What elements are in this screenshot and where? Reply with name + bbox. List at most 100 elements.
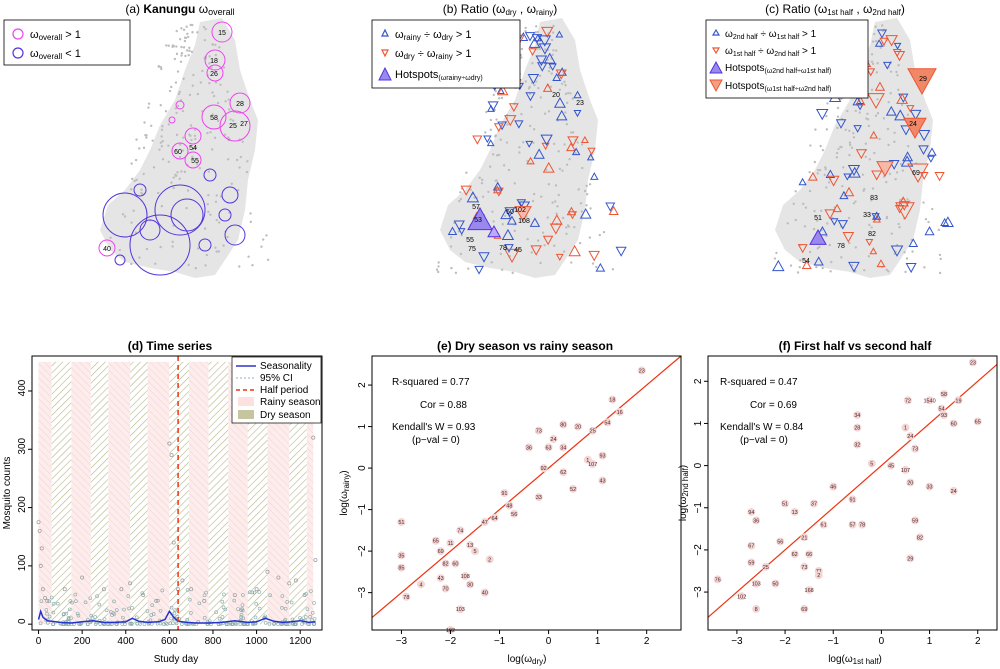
map-dot [524, 80, 527, 83]
count-point [202, 616, 207, 620]
data-point [771, 579, 780, 588]
map-dot [152, 166, 156, 169]
site-triangle [885, 105, 897, 116]
site-triangle [893, 42, 902, 50]
count-point [130, 606, 134, 610]
point-label: 62 [792, 552, 798, 558]
map-dot [830, 260, 833, 264]
map-dot [611, 268, 615, 271]
map-dot [251, 264, 254, 267]
data-point [436, 574, 445, 583]
map-dot [246, 160, 249, 163]
count-point [45, 598, 50, 603]
site-triangle [879, 37, 889, 46]
map-dot [231, 119, 235, 122]
map-dot [885, 268, 888, 271]
point-label: 33 [536, 495, 542, 501]
count-point [254, 587, 259, 592]
site-triangle [926, 155, 935, 163]
hotspot-triangle [876, 161, 894, 178]
map-dot [204, 27, 207, 31]
site-triangle [813, 256, 824, 266]
map-dot [550, 72, 553, 75]
count-point [51, 610, 56, 615]
site-triangle [538, 43, 552, 55]
count-point [169, 453, 174, 458]
map-dot [864, 155, 868, 159]
map-dot [186, 32, 189, 35]
map-dot [524, 26, 527, 30]
site-triangle [487, 101, 499, 112]
data-point [431, 536, 440, 545]
panel-a-title: (a) Kanungu ωoverall [125, 2, 234, 17]
map-region-a [100, 18, 258, 278]
data-point [598, 476, 607, 485]
count-point [313, 558, 318, 562]
map-dot [177, 92, 181, 96]
point-label: 64 [492, 516, 498, 522]
data-point [925, 482, 934, 491]
point-label: 36 [526, 445, 532, 451]
count-point [37, 528, 42, 533]
map-dot [873, 32, 876, 36]
count-point [97, 602, 102, 607]
site-triangle [514, 206, 532, 223]
map-dot [167, 144, 170, 147]
site-triangle [525, 92, 536, 102]
map-dot [492, 93, 495, 97]
y-tick-label: 1 [693, 420, 704, 426]
map-dot [815, 265, 818, 269]
map-dot [555, 49, 558, 52]
map-dot [143, 121, 146, 124]
site-triangle [865, 238, 874, 247]
legend-a-item-1: ωoverall > 1 [30, 29, 81, 42]
data-point [490, 513, 499, 522]
map-dot [208, 62, 211, 65]
count-point [239, 615, 243, 619]
count-point [47, 599, 51, 604]
map-dot [861, 173, 865, 176]
map-dot [178, 90, 181, 94]
site-triangle [552, 72, 562, 81]
map-dot [528, 85, 532, 89]
map-dot [140, 188, 143, 191]
map-dot [789, 264, 793, 267]
count-point [158, 608, 163, 613]
data-point [441, 584, 450, 593]
site-triangle [496, 86, 505, 94]
site-circle [203, 168, 217, 182]
map-dot [183, 170, 187, 174]
count-point [240, 603, 245, 607]
legend-purple-circle [12, 47, 24, 59]
point-label: 25 [590, 429, 596, 435]
site-triangle [533, 148, 545, 159]
map-dot [265, 234, 268, 237]
count-point [171, 621, 175, 626]
map-dot [570, 261, 573, 264]
x-tick-label: −3 [731, 636, 743, 647]
site-triangle [457, 228, 466, 236]
map-dot [217, 250, 221, 253]
site-triangle [568, 244, 581, 257]
map-dot [566, 91, 570, 95]
map-dot [138, 256, 141, 259]
site-triangle [894, 109, 907, 121]
data-point [559, 420, 568, 429]
map-dot [558, 167, 562, 171]
map-dot [858, 111, 861, 114]
map-dot [816, 247, 819, 250]
map-dot [490, 261, 493, 264]
site-triangle [837, 220, 849, 230]
map-dot [847, 216, 851, 220]
map-dot [573, 225, 576, 229]
site-triangle [542, 83, 553, 92]
map-dot [495, 154, 499, 157]
map-dot [850, 146, 854, 149]
point-label: 69 [801, 607, 807, 613]
count-point [280, 606, 284, 610]
map-dot [816, 168, 820, 172]
point-label: 73 [801, 565, 807, 571]
point-label: 28 [854, 426, 860, 432]
map-dot [159, 141, 163, 144]
